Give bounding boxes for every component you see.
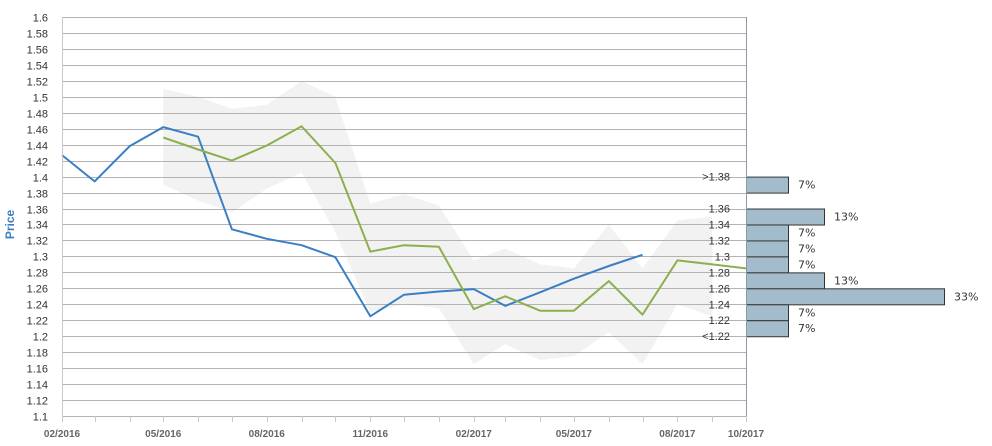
y-tick-label: 1.12 — [27, 396, 48, 408]
y-tick-label: 1.52 — [27, 77, 48, 89]
distribution-bin-label: 1.34 — [709, 219, 730, 231]
y-tick-label: 1.18 — [27, 348, 48, 360]
distribution-bar — [746, 256, 789, 274]
y-tick-label: 1.4 — [33, 173, 48, 185]
y-axis-label: Price — [3, 209, 17, 239]
distribution-bin-label: 1.32 — [709, 235, 730, 247]
y-tick-label: 1.26 — [27, 284, 48, 296]
x-tick-label: 11/2016 — [352, 429, 388, 440]
y-tick-label: 1.58 — [27, 29, 48, 41]
distribution-bin-label: 1.36 — [709, 204, 730, 216]
distribution-pct-label: 13% — [834, 274, 858, 287]
x-tick-label: 05/2017 — [556, 429, 593, 440]
y-tick-label: 1.38 — [27, 189, 48, 201]
distribution-bin-label: 1.26 — [709, 283, 730, 295]
distribution-bin-label: 1.22 — [709, 315, 730, 327]
x-tick-label: 08/2016 — [249, 429, 286, 440]
distribution-pct-label: 7% — [798, 242, 815, 255]
x-tick-label: 08/2017 — [659, 429, 696, 440]
x-tick-label: 10/2017 — [728, 429, 765, 440]
distribution-bar — [746, 224, 789, 242]
y-tick-label: 1.48 — [27, 109, 48, 121]
confidence-band-layer — [163, 80, 713, 365]
distribution-bar — [746, 176, 789, 194]
actual-series-line — [61, 126, 643, 318]
y-tick-label: 1.5 — [33, 93, 48, 105]
series-layer — [61, 125, 747, 318]
y-tick-label: 1.46 — [27, 125, 48, 137]
y-tick-label: 1.22 — [27, 316, 48, 328]
distribution-pct-label: 7% — [798, 179, 815, 192]
distribution-bin-label: <1.22 — [702, 331, 730, 343]
y-tick-label: 1.34 — [27, 220, 48, 232]
confidence-band — [163, 80, 713, 365]
y-tick-label: 1.44 — [27, 141, 48, 153]
distribution-bar — [746, 240, 789, 258]
y-tick-label: 1.2 — [33, 332, 48, 344]
y-tick-label: 1.32 — [27, 236, 48, 248]
y-tick-label: 1.54 — [27, 61, 48, 73]
y-tick-label: 1.1 — [33, 412, 48, 424]
x-tick-label: 02/2016 — [44, 429, 81, 440]
distribution-pct-label: 7% — [798, 306, 815, 319]
y-tick-label: 1.14 — [27, 380, 48, 392]
y-tick-label: 1.24 — [27, 300, 48, 312]
x-tick-label: 02/2017 — [456, 429, 493, 440]
distribution-pct-label: 7% — [798, 322, 815, 335]
distribution-bin-label: >1.38 — [702, 172, 730, 184]
forecast-series-line — [162, 125, 747, 316]
y-tick-label: 1.28 — [27, 268, 48, 280]
distribution-pct-label: 13% — [834, 211, 858, 224]
distribution-bin-label: 1.3 — [715, 251, 730, 263]
distribution-bar — [746, 272, 825, 290]
distribution-bin-label: 1.28 — [709, 267, 730, 279]
y-tick-label: 1.3 — [33, 252, 48, 264]
grid-layer — [62, 17, 746, 417]
x-tick-label: 05/2016 — [145, 429, 182, 440]
y-tick-label: 1.42 — [27, 157, 48, 169]
y-tick-label: 1.56 — [27, 45, 48, 57]
distribution-bar — [746, 320, 789, 338]
y-tick-label: 1.6 — [33, 13, 48, 25]
distribution-histogram: >1.38 7% 1.36 13% 1.34 1.32 7% 1.3 7% 1.28 7% 1.26 1… — [702, 172, 978, 344]
distribution-bar — [746, 304, 789, 322]
y-tick-label: 1.16 — [27, 364, 48, 376]
distribution-bar — [746, 288, 945, 306]
distribution-pct-label: 7% — [798, 227, 815, 240]
distribution-bar — [746, 208, 825, 226]
distribution-bin-label: 1.24 — [709, 299, 730, 311]
distribution-pct-label: 33% — [954, 290, 978, 303]
distribution-pct-label: 7% — [798, 258, 815, 271]
y-tick-label: 1.36 — [27, 205, 48, 217]
axes-layer: 1.1 1.12 1.14 1.16 1.18 1.2 1.22 1.24 1.26 1.28 1.… — [27, 13, 765, 441]
